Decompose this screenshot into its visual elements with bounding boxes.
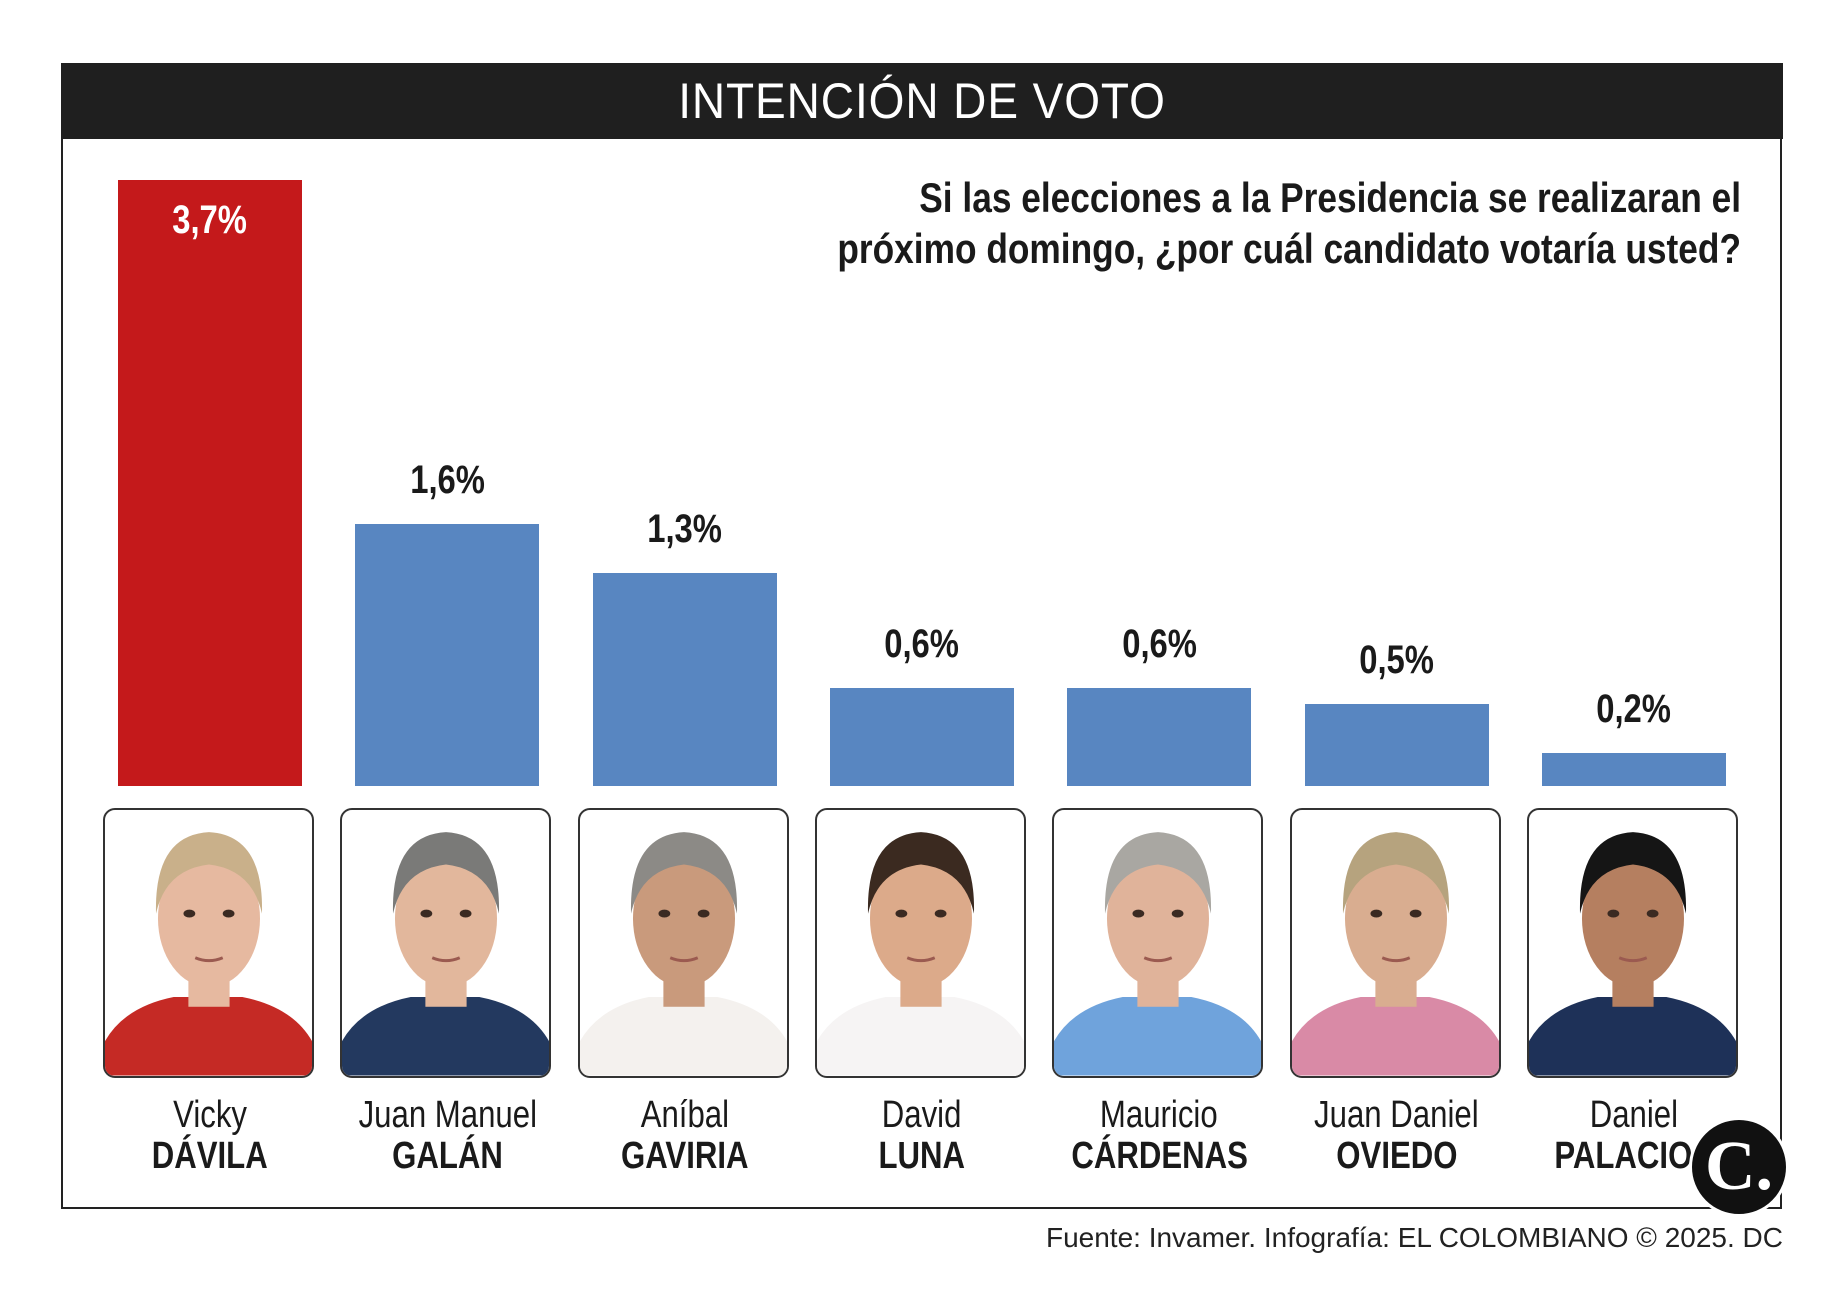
candidate-photo-0 [103, 808, 314, 1078]
bar-1 [355, 523, 540, 786]
portrait-icon [816, 832, 1024, 1076]
last-name-text: PALACIOS [1554, 1135, 1714, 1177]
value-text: 3,7% [172, 198, 248, 242]
first-name-text: Juan Manuel [358, 1094, 537, 1136]
el-colombiano-logo: C. [1689, 1117, 1789, 1217]
last-name-text: DÁVILA [151, 1135, 268, 1177]
first-name-text: Juan Daniel [1314, 1094, 1479, 1136]
portrait-icon [342, 832, 550, 1076]
candidate-last-name: DÁVILA [80, 1135, 340, 1178]
value-label-6: 0,2% [1542, 687, 1726, 732]
bar-2 [592, 573, 777, 786]
value-text: 1,6% [409, 457, 485, 502]
value-label-1: 1,6% [355, 458, 539, 503]
candidate-first-name: Daniel [1504, 1094, 1764, 1137]
candidate-first-name: Vicky [80, 1094, 340, 1137]
last-name-text: OVIEDO [1335, 1135, 1458, 1177]
candidate-photo-5 [1289, 808, 1501, 1078]
portrait-icon [1054, 832, 1262, 1076]
candidate-first-name: Juan Daniel [1267, 1094, 1527, 1137]
candidate-photo-6 [1526, 808, 1738, 1078]
value-text: 1,3% [647, 507, 722, 552]
value-label-5: 0,5% [1305, 638, 1489, 683]
question-line-2: próximo domingo, ¿por cuál candidato vot… [837, 225, 1741, 272]
candidate-last-name: CÁRDENAS [1029, 1135, 1289, 1178]
candidate-last-name: GALÁN [317, 1135, 577, 1178]
value-text: 0,5% [1359, 638, 1434, 683]
candidate-last-name: OVIEDO [1267, 1135, 1527, 1178]
chart-frame [61, 63, 1782, 1209]
bar-5 [1304, 704, 1489, 786]
candidate-last-name: GAVIRIA [555, 1135, 815, 1178]
portrait-icon [1528, 832, 1736, 1076]
first-name-text: Vicky [173, 1094, 247, 1136]
candidate-photo-4 [1052, 808, 1264, 1078]
value-label-3: 0,6% [830, 622, 1014, 667]
chart-title: INTENCIÓN DE VOTO [678, 73, 1166, 129]
question-line-1: Si las elecciones a la Presidencia se re… [919, 174, 1741, 221]
candidate-photo-3 [814, 808, 1026, 1078]
source-footer: Fuente: Invamer. Infografía: EL COLOMBIA… [1045, 1222, 1783, 1253]
candidate-last-name: LUNA [792, 1135, 1052, 1178]
first-name-text: Daniel [1589, 1094, 1678, 1136]
bar-3 [829, 687, 1014, 786]
candidate-photo-2 [577, 808, 789, 1078]
portrait-icon [105, 832, 312, 1076]
value-label-4: 0,6% [1067, 622, 1251, 667]
last-name-text: GALÁN [391, 1135, 503, 1177]
value-text: 0,6% [1121, 621, 1197, 666]
value-text: 0,6% [884, 621, 960, 666]
candidate-first-name: Juan Manuel [317, 1094, 577, 1137]
candidate-photo-1 [340, 808, 552, 1078]
value-label-2: 1,3% [593, 507, 777, 552]
first-name-text: David [882, 1094, 962, 1136]
value-label-0: 3,7% [118, 198, 302, 243]
chart-title-bar: INTENCIÓN DE VOTO [61, 63, 1783, 139]
bar-0 [118, 180, 302, 786]
value-text: 0,2% [1596, 687, 1672, 732]
bar-4 [1067, 687, 1252, 786]
candidate-first-name: David [792, 1094, 1052, 1137]
portrait-icon [579, 832, 787, 1076]
last-name-text: GAVIRIA [620, 1135, 749, 1177]
bar-6 [1541, 753, 1726, 786]
candidate-first-name: Aníbal [555, 1094, 815, 1137]
last-name-text: CÁRDENAS [1070, 1135, 1248, 1177]
portrait-icon [1291, 832, 1499, 1076]
survey-question: Si las elecciones a la Presidencia se re… [817, 172, 1741, 274]
first-name-text: Mauricio [1100, 1094, 1219, 1136]
last-name-text: LUNA [878, 1135, 966, 1177]
first-name-text: Aníbal [640, 1094, 729, 1136]
candidate-last-name: PALACIOS [1504, 1135, 1764, 1178]
candidate-first-name: Mauricio [1029, 1094, 1289, 1137]
